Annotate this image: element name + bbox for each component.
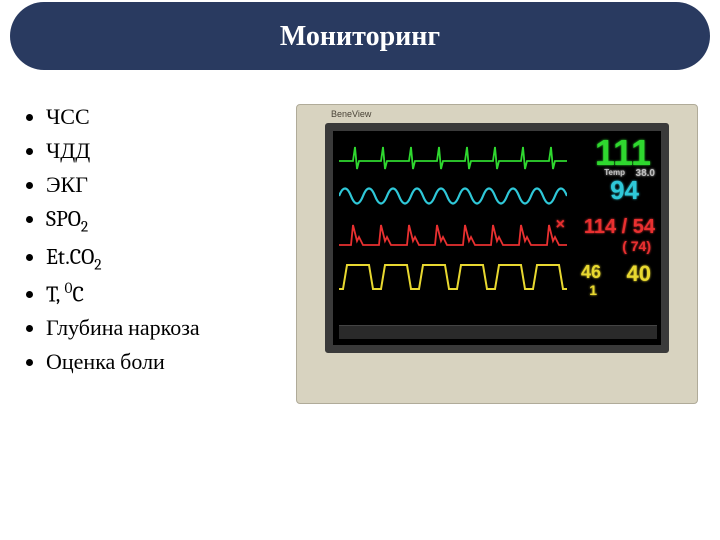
- superscript: 0: [64, 279, 72, 297]
- reading-co2_b: 40: [627, 263, 651, 285]
- monitor-photo: BeneView 111 94Temp 38.0 114 / 54 ( 74) × 46 40…: [296, 104, 698, 404]
- monitor-menu-bar: [339, 325, 657, 339]
- reading-temp_lbl: Temp: [604, 169, 625, 177]
- slide-title: Мониторинг: [280, 20, 440, 53]
- reading-co2_c: 1: [589, 283, 597, 297]
- bullet-item: Et.CO2: [46, 240, 284, 277]
- reading-co2_a: 46: [581, 263, 601, 281]
- co2-waveform: [339, 259, 567, 293]
- reading-nibp: 114 / 54: [584, 217, 655, 237]
- bullet-item: ЭКГ: [46, 168, 284, 202]
- monitor-brand: BeneView: [331, 109, 371, 119]
- bullet-item: ЧСС: [46, 100, 284, 134]
- reading-nibp_mean: ( 74): [622, 239, 651, 253]
- monitor-screen: 111 94Temp 38.0 114 / 54 ( 74) × 46 40 1: [325, 123, 669, 353]
- subscript: 2: [81, 218, 88, 236]
- reading-temp: 38.0: [636, 169, 655, 179]
- reading-hr: 111: [595, 135, 651, 171]
- bullet-item: SPO2: [46, 202, 284, 239]
- bullet-item: Глубина наркоза: [46, 311, 284, 345]
- reading-nibp_x: ×: [556, 217, 565, 233]
- ecg-waveform: [339, 139, 567, 173]
- subscript: 2: [94, 255, 101, 273]
- bullet-item: ЧДД: [46, 134, 284, 168]
- bullet-list: ЧССЧДДЭКГSPO2Et.CO2T, 0CГлубина наркозаО…: [24, 100, 284, 379]
- bp-waveform: [339, 219, 567, 253]
- title-banner: Мониторинг: [10, 2, 710, 70]
- bullet-item: Оценка боли: [46, 345, 284, 379]
- bullet-item: T, 0C: [46, 277, 284, 311]
- spo2-waveform: [339, 179, 567, 213]
- reading-spo2: 94: [610, 177, 639, 203]
